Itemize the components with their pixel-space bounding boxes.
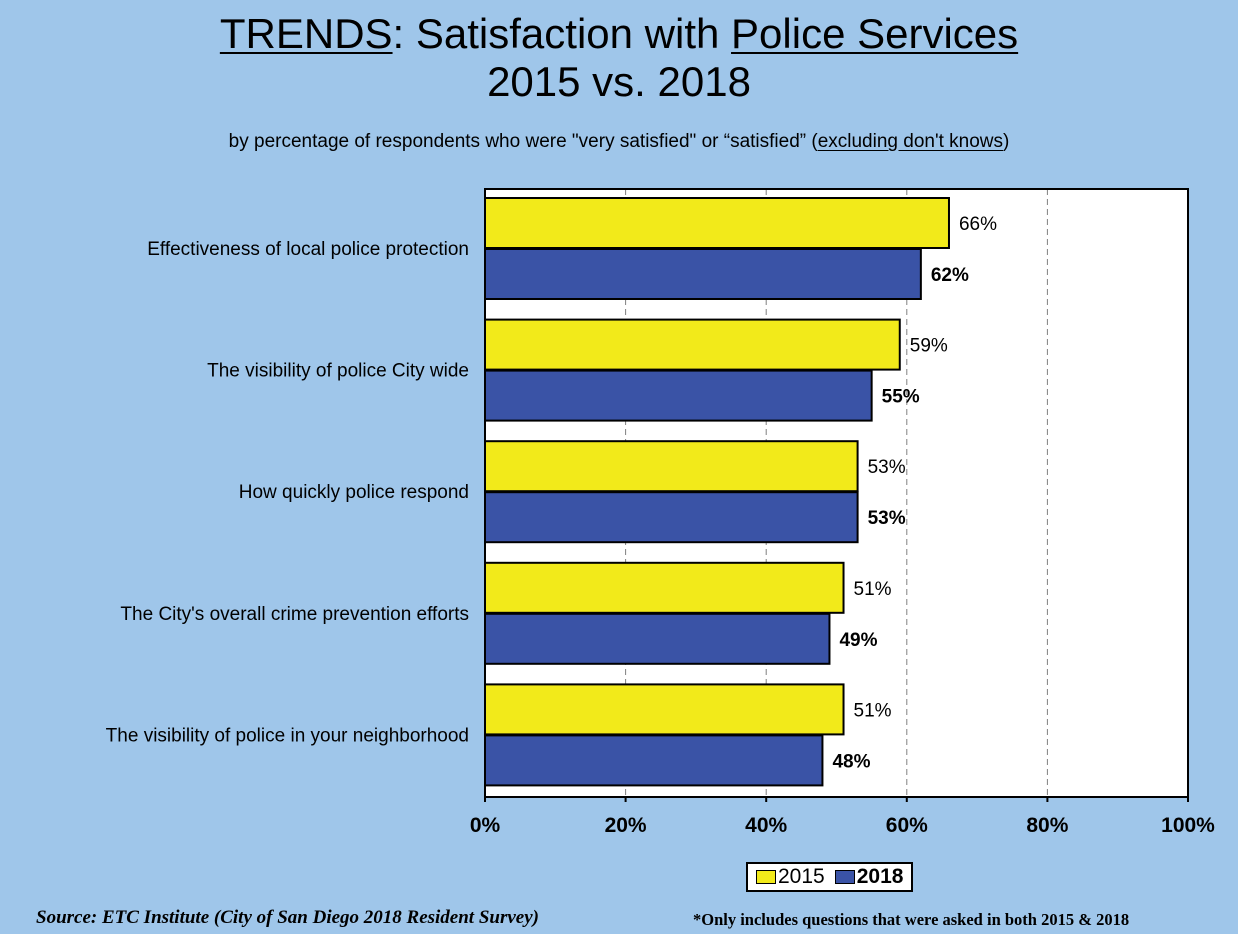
title-police-services: Police Services [731, 10, 1019, 57]
data-label-2018: 53% [868, 508, 906, 529]
data-label-2015: 53% [868, 457, 906, 478]
bar-2015 [484, 440, 859, 493]
title-middle: : Satisfaction with [392, 10, 732, 57]
data-label-2018: 62% [931, 265, 969, 286]
legend-label-2015: 2015 [778, 865, 825, 888]
category-label: The visibility of police in your neighbo… [106, 725, 469, 746]
x-tick-label: 0% [470, 814, 501, 837]
source-note: Source: ETC Institute (City of San Diego… [36, 907, 539, 928]
data-label-2015: 66% [959, 214, 997, 235]
legend-item-2018: 2018 [834, 865, 904, 889]
chart-title: TRENDS: Satisfaction with Police Service… [0, 10, 1238, 106]
bar-2018 [484, 248, 922, 300]
subtitle-main: by percentage of respondents who were "v… [228, 131, 818, 152]
bar-2018 [484, 491, 859, 544]
category-label: The visibility of police City wide [207, 361, 469, 382]
data-label-2018: 55% [882, 387, 920, 408]
chart-legend: 2015 2018 [746, 862, 914, 892]
data-label-2015: 59% [910, 336, 948, 357]
x-tick-label: 20% [605, 814, 647, 837]
legend-swatch-2015 [756, 870, 776, 884]
title-line-2: 2015 vs. 2018 [487, 58, 751, 105]
chart-subtitle: by percentage of respondents who were "v… [0, 131, 1238, 153]
data-label-2015: 51% [854, 579, 892, 600]
data-label-2018: 49% [839, 630, 877, 651]
footnote: *Only includes questions that were asked… [693, 910, 1130, 929]
category-label: Effectiveness of local police protection [147, 239, 469, 260]
subtitle-end: ) [1003, 131, 1010, 152]
data-label-2018: 48% [832, 751, 870, 772]
category-label: How quickly police respond [239, 482, 469, 503]
category-label: The City's overall crime prevention effo… [120, 604, 469, 625]
title-line-1: TRENDS: Satisfaction with Police Service… [0, 10, 1238, 58]
bar-2015 [484, 561, 845, 614]
x-tick-label: 60% [886, 814, 928, 837]
bar-2015 [484, 683, 845, 736]
bar-2018 [484, 612, 831, 665]
title-trends: TRENDS [219, 10, 393, 57]
plot-border [484, 188, 1189, 798]
x-tick-label: 80% [1026, 814, 1068, 837]
bar-2015 [484, 197, 950, 249]
x-tick-label: 100% [1161, 814, 1215, 837]
bar-2018 [484, 734, 824, 787]
legend-swatch-2018 [834, 870, 855, 884]
legend-item-2015: 2015 [756, 865, 825, 889]
x-tick-label: 40% [745, 814, 787, 837]
bar-2018 [484, 369, 873, 422]
bar-2015 [484, 318, 901, 371]
legend-label-2018: 2018 [856, 865, 904, 888]
data-label-2015: 51% [854, 700, 892, 721]
subtitle-underlined: excluding don't knows [817, 131, 1003, 152]
